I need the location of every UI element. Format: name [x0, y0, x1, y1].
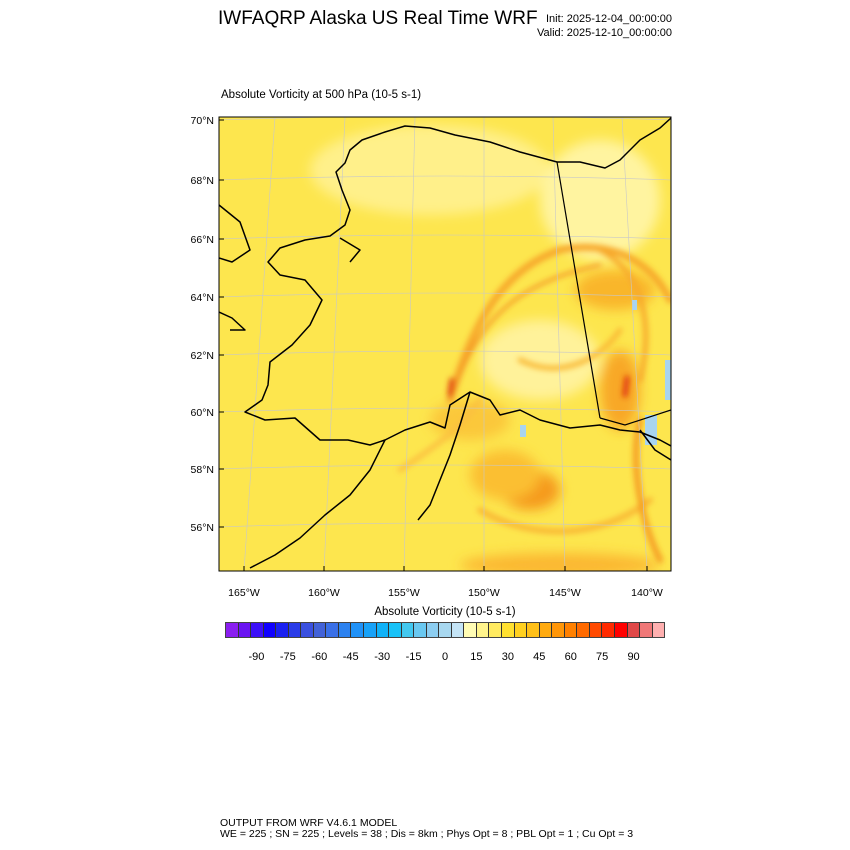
- colorbar-box: [263, 623, 277, 637]
- lat-tick-label: 68°N: [191, 175, 214, 187]
- footer-line-1: OUTPUT FROM WRF V4.6.1 MODEL: [220, 817, 398, 829]
- colorbar-box: [439, 623, 452, 637]
- lon-tick-label: 145°W: [549, 587, 581, 599]
- colorbar-box: [338, 623, 352, 637]
- lat-tick-label: 66°N: [191, 234, 214, 246]
- plot-frame: [218, 116, 672, 572]
- colorbar-box: [614, 623, 628, 637]
- colorbar-box: [276, 623, 289, 637]
- colorbar-label: -30: [374, 651, 391, 663]
- lat-tick-label: 64°N: [191, 292, 214, 304]
- lon-tick-label: 160°W: [308, 587, 340, 599]
- colorbar-box: [589, 623, 603, 637]
- colorbar-label: 60: [564, 651, 577, 663]
- lat-tick-label: 60°N: [191, 407, 214, 419]
- lat-tick-label: 58°N: [191, 464, 214, 476]
- init-valid-times: Init: 2025-12-04_00:00:00 Valid: 2025-12…: [537, 12, 672, 40]
- colorbar-label: 90: [627, 651, 640, 663]
- lat-tick-label: 56°N: [191, 522, 214, 534]
- colorbar-label: 30: [501, 651, 514, 663]
- vorticity-field: [219, 117, 671, 571]
- lon-tick-label: 165°W: [228, 587, 260, 599]
- footer-line-2: WE = 225 ; SN = 225 ; Levels = 38 ; Dis …: [220, 828, 634, 840]
- colorbar-title: Absolute Vorticity (10-5 s-1): [374, 606, 516, 618]
- colorbar-box: [326, 623, 339, 637]
- borders: [556, 161, 671, 426]
- model-info-footer: OUTPUT FROM WRF V4.6.1 MODEL WE = 225 ; …: [220, 818, 633, 840]
- colorbar-label: -45: [342, 651, 359, 663]
- colorbar-box: [313, 623, 327, 637]
- colorbar-label: -60: [311, 651, 328, 663]
- colorbar-label: 15: [470, 651, 483, 663]
- lon-tick-label: 155°W: [388, 587, 420, 599]
- colorbar-box: [226, 623, 239, 637]
- valid-time: Valid: 2025-12-10_00:00:00: [537, 27, 672, 39]
- colorbar-box: [602, 623, 615, 637]
- colorbar-box: [514, 623, 528, 637]
- colorbar-box: [640, 623, 653, 637]
- coastlines: [219, 117, 671, 569]
- colorbar-label: -75: [279, 651, 296, 663]
- colorbar-label: -90: [248, 651, 265, 663]
- colorbar-box: [364, 623, 377, 637]
- colorbar-box: [451, 623, 465, 637]
- colorbar-label: -15: [405, 651, 422, 663]
- lon-tick-label: 140°W: [631, 587, 663, 599]
- colorbar: [225, 622, 665, 638]
- colorbar-box: [476, 623, 490, 637]
- colorbar-label: 0: [441, 651, 449, 663]
- colorbar-box: [389, 623, 402, 637]
- colorbar-box: [351, 623, 365, 637]
- colorbar-box: [502, 623, 515, 637]
- colorbar-label: 75: [596, 651, 609, 663]
- colorbar-box: [288, 623, 302, 637]
- colorbar-box: [577, 623, 590, 637]
- colorbar-box: [414, 623, 427, 637]
- colorbar-box: [238, 623, 252, 637]
- colorbar-box: [527, 623, 540, 637]
- colorbar-box: [301, 623, 314, 637]
- colorbar-box: [539, 623, 553, 637]
- figure-title: IWFAQRP Alaska US Real Time WRF: [218, 8, 538, 29]
- colorbar-label: 45: [533, 651, 546, 663]
- colorbar-box: [489, 623, 503, 637]
- colorbar-box: [552, 623, 565, 637]
- colorbar-box: [376, 623, 390, 637]
- colorbar-box: [401, 623, 415, 637]
- colorbar-box: [564, 623, 578, 637]
- lat-tick-label: 62°N: [191, 350, 214, 362]
- colorbar-box: [251, 623, 264, 637]
- lat-tick-label: 70°N: [191, 115, 214, 127]
- colorbar-box: [426, 623, 440, 637]
- colorbar-box: [464, 623, 477, 637]
- colorbar-box: [627, 623, 641, 637]
- colorbar-box: [652, 623, 665, 637]
- init-time: Init: 2025-12-04_00:00:00: [546, 13, 672, 25]
- plot-subtitle: Absolute Vorticity at 500 hPa (10-5 s-1): [221, 89, 422, 101]
- lon-tick-label: 150°W: [468, 587, 500, 599]
